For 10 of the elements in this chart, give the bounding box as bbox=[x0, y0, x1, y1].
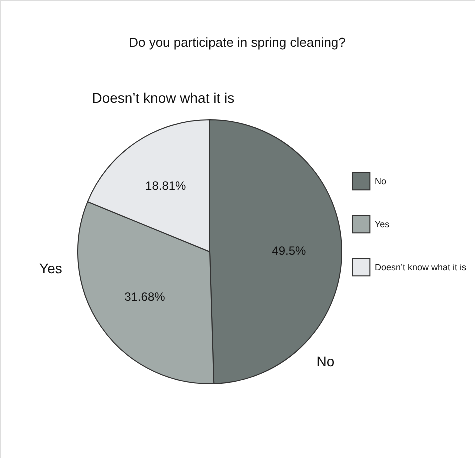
data-label: 49.5% bbox=[272, 244, 307, 258]
legend-label: Yes bbox=[375, 220, 390, 230]
slice-label: Doesn’t know what it is bbox=[92, 90, 235, 106]
legend-label: No bbox=[375, 176, 387, 186]
slice-label: Yes bbox=[40, 260, 62, 276]
data-label: 18.81% bbox=[146, 179, 187, 194]
data-label: 31.68% bbox=[124, 290, 166, 304]
legend-label: Doesn’t know what it is bbox=[375, 262, 468, 272]
chart-title: Do you participate in spring cleaning? bbox=[129, 35, 346, 50]
slice-label: No bbox=[316, 353, 335, 370]
